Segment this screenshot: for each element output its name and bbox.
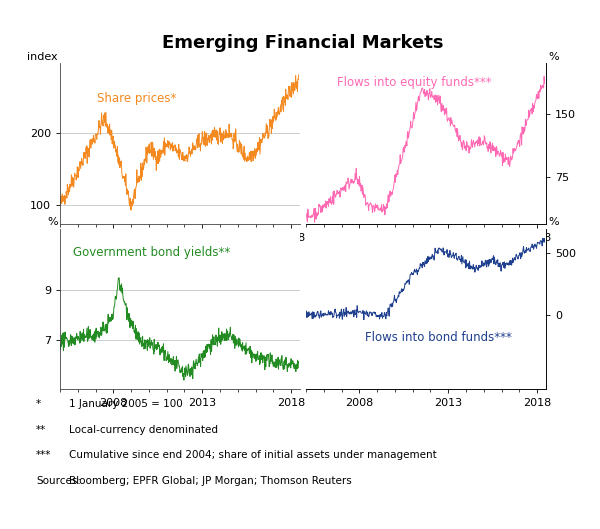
Text: %: % bbox=[47, 217, 58, 227]
Text: Bloomberg; EPFR Global; JP Morgan; Thomson Reuters: Bloomberg; EPFR Global; JP Morgan; Thoms… bbox=[69, 476, 352, 486]
Text: %: % bbox=[548, 217, 559, 227]
Text: Emerging Financial Markets: Emerging Financial Markets bbox=[162, 34, 444, 52]
Text: *: * bbox=[36, 399, 41, 409]
Text: Cumulative since end 2004; share of initial assets under management: Cumulative since end 2004; share of init… bbox=[69, 450, 437, 460]
Text: Flows into bond funds***: Flows into bond funds*** bbox=[365, 331, 511, 344]
Text: 1 January 2005 = 100: 1 January 2005 = 100 bbox=[69, 399, 183, 409]
Text: **: ** bbox=[36, 425, 46, 435]
Text: Sources:: Sources: bbox=[36, 476, 81, 486]
Text: Share prices*: Share prices* bbox=[97, 92, 176, 105]
Text: %: % bbox=[548, 52, 559, 62]
Text: Flows into equity funds***: Flows into equity funds*** bbox=[337, 76, 491, 89]
Text: index: index bbox=[27, 52, 58, 62]
Text: ***: *** bbox=[36, 450, 52, 460]
Text: Government bond yields**: Government bond yields** bbox=[73, 247, 230, 259]
Text: Local-currency denominated: Local-currency denominated bbox=[69, 425, 218, 435]
